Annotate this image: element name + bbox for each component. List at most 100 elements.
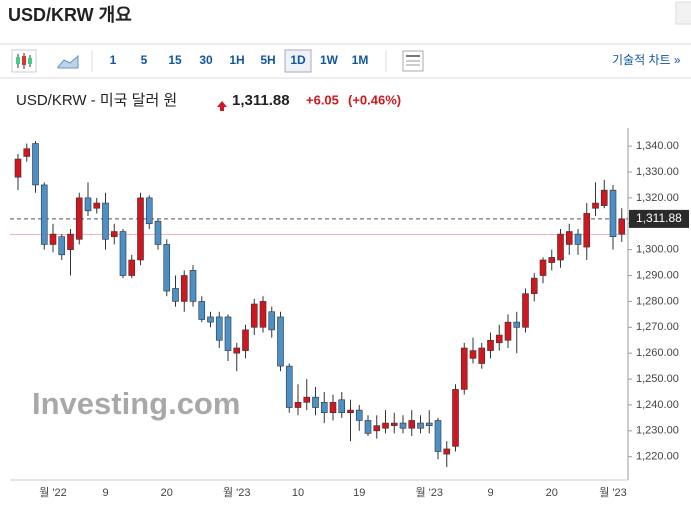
corner-button[interactable]: [675, 1, 691, 25]
candle-icon[interactable]: [11, 49, 37, 73]
candle-body: [592, 202, 599, 209]
price-tag: [629, 209, 689, 228]
interval-button[interactable]: 1H: [229, 53, 244, 67]
x-tick-label: 20: [161, 487, 173, 499]
area-icon[interactable]: [57, 54, 79, 69]
candle-body: [425, 422, 433, 426]
y-tick-label: 1,300.00: [636, 244, 679, 256]
candle-body: [145, 197, 153, 225]
candle-body: [277, 316, 284, 367]
candle-body: [242, 329, 249, 351]
price-tag-label: 1,311.88: [636, 211, 682, 225]
x-tick-label: 9: [102, 487, 108, 499]
interval-button[interactable]: 1M: [352, 53, 369, 67]
candle-body: [224, 316, 232, 351]
candle-body: [382, 422, 389, 429]
candle-body: [49, 233, 57, 245]
candle-body: [609, 189, 617, 238]
last-price: 1,311.88: [232, 92, 290, 109]
candle-body: [390, 422, 398, 426]
candle-body: [58, 236, 66, 256]
candle-body: [207, 316, 214, 323]
candle-body: [119, 231, 127, 276]
candle-body: [495, 334, 503, 344]
candle-body: [198, 301, 206, 320]
candle-body: [23, 148, 31, 157]
candle-body: [548, 257, 556, 263]
heading: USD/KRW 개요: [8, 5, 132, 25]
candle-body: [408, 420, 416, 429]
candle-body: [128, 259, 136, 276]
candle-body: [294, 402, 302, 408]
candle-body: [600, 189, 608, 206]
candle-body: [460, 347, 468, 390]
change-pct: (+0.46%): [348, 92, 401, 107]
y-tick-label: 1,290.00: [636, 269, 679, 281]
candle-body: [180, 275, 188, 302]
y-tick-label: 1,230.00: [636, 425, 679, 437]
candle-body: [373, 425, 381, 432]
x-tick-label: 20: [546, 487, 558, 499]
x-tick-label: 9: [487, 487, 493, 499]
candle-body: [163, 244, 171, 292]
candle-body: [285, 365, 293, 408]
y-tick-label: 1,280.00: [636, 295, 679, 307]
candle-body: [443, 448, 451, 455]
interval-button[interactable]: 5H: [260, 53, 275, 67]
candle-body: [102, 202, 109, 240]
candle-body: [137, 197, 144, 261]
y-tick-label: 1,320.00: [636, 192, 679, 204]
candle-body: [347, 409, 354, 414]
y-tick-label: 1,270.00: [636, 321, 679, 333]
technical-link[interactable]: 기술적 차트 »: [612, 53, 681, 67]
candle-body: [110, 231, 118, 238]
up-arrow: [217, 101, 227, 111]
y-tick-label: 1,340.00: [636, 140, 679, 152]
interval-button[interactable]: 30: [199, 53, 213, 67]
interval-button[interactable]: 5: [141, 53, 148, 67]
candle-body: [565, 231, 573, 245]
candle-body: [67, 233, 74, 250]
interval-button[interactable]: 15: [168, 53, 182, 67]
y-tick-label: 1,240.00: [636, 399, 679, 411]
candle-body: [215, 316, 223, 341]
active-interval[interactable]: [284, 49, 312, 73]
x-tick-label: 19: [353, 487, 365, 499]
candle-body: [32, 143, 39, 186]
candle-body: [399, 422, 407, 429]
candle-body: [75, 197, 83, 240]
candle-body: [478, 347, 486, 364]
y-tick-label: 1,220.00: [636, 451, 679, 463]
candle-body: [14, 158, 22, 178]
x-tick-label: 10: [292, 487, 304, 499]
candle-body: [154, 220, 162, 245]
candle-body: [172, 288, 179, 302]
change: +6.05: [306, 92, 339, 107]
candle-body: [513, 321, 521, 328]
interval-button[interactable]: 1W: [320, 53, 339, 67]
chart-title: USD/KRW - 미국 달러 원: [16, 92, 177, 109]
candle-body: [320, 402, 328, 414]
interval-button[interactable]: 1D: [290, 53, 306, 67]
candle-body: [522, 293, 529, 328]
candle-body: [338, 399, 346, 414]
candle-body: [312, 396, 319, 408]
candle-body: [259, 301, 267, 328]
candle-body: [250, 303, 258, 328]
interval-button[interactable]: 1: [110, 53, 117, 67]
candle-body: [93, 202, 101, 209]
candle-body: [469, 350, 477, 359]
candle-body: [417, 422, 424, 429]
candle-body: [487, 339, 494, 351]
candle-body: [504, 321, 512, 341]
candle-body: [233, 347, 241, 354]
candle-body: [574, 233, 582, 245]
candle-body: [329, 402, 337, 414]
x-tick-label: 월 '23: [415, 486, 443, 499]
candle-body: [434, 420, 442, 452]
watermark: Investing.com: [32, 386, 240, 421]
candle-body: [40, 184, 48, 245]
settings-icon[interactable]: [402, 50, 424, 72]
candle-body: [355, 409, 363, 421]
